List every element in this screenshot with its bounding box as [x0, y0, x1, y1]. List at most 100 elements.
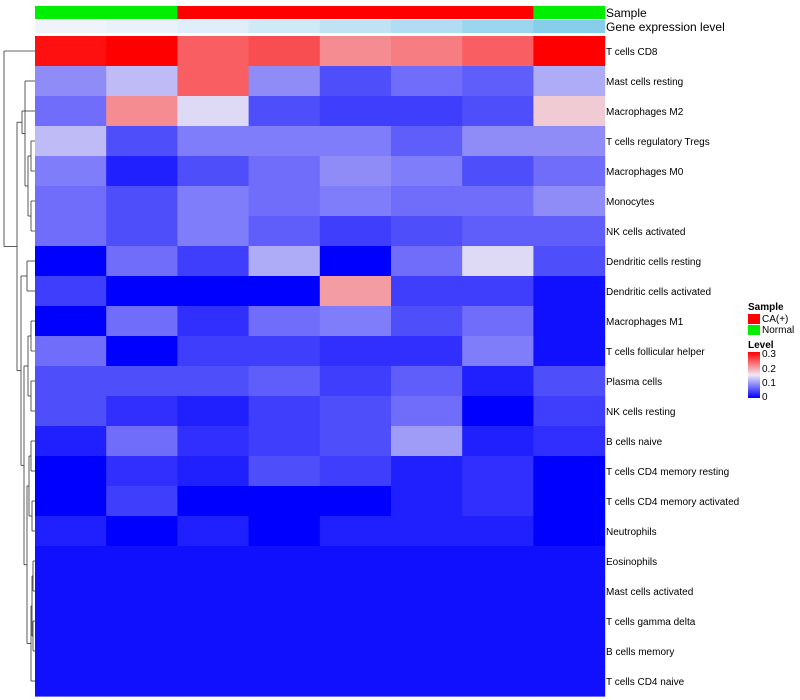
heatmap-cell: [35, 396, 107, 427]
heatmap-cell: [177, 456, 250, 487]
heatmap-cell: [319, 306, 392, 337]
heatmap-cell: [533, 456, 606, 487]
heatmap-cell: [533, 666, 606, 697]
heatmap-cell: [248, 36, 321, 67]
row-labels: T cells CD8 Mast cells resting Macrophages…: [606, 47, 739, 688]
heatmap-cell: [248, 66, 321, 97]
heatmap-cell: [177, 546, 250, 577]
heatmap-cell: [106, 366, 178, 397]
heatmap-cells: [35, 36, 606, 697]
heatmap-cell: [106, 156, 178, 187]
heatmap-cell: [35, 306, 107, 337]
heatmap-cell: [106, 606, 178, 637]
heatmap-cell: [177, 636, 250, 667]
heatmap-cell: [319, 396, 392, 427]
heatmap-cell: [35, 186, 107, 217]
heatmap-cell: [106, 186, 178, 217]
heatmap-cell: [319, 546, 392, 577]
heatmap-cell: [462, 336, 534, 367]
heatmap-cell: [35, 606, 107, 637]
row-label: Macrophages M1: [606, 317, 684, 328]
heatmap-cell: [177, 156, 250, 187]
gene-expression-annotation-cell: [35, 20, 107, 33]
heatmap-cell: [319, 126, 392, 157]
heatmap-cell: [248, 666, 321, 697]
heatmap-cell: [177, 606, 250, 637]
heatmap-cell: [462, 216, 534, 247]
heatmap-cell: [462, 606, 534, 637]
heatmap-cell: [106, 516, 178, 547]
row-label: B cells naive: [606, 437, 663, 448]
gene-expression-annotation-label: Gene expression level: [606, 20, 725, 34]
heatmap-cell: [177, 486, 250, 517]
heatmap-cell: [177, 36, 250, 67]
heatmap-cell: [319, 666, 392, 697]
heatmap-cell: [35, 426, 107, 457]
heatmap-cell: [391, 36, 463, 67]
heatmap-cell: [533, 216, 606, 247]
heatmap-cell: [177, 96, 250, 127]
heatmap-cell: [391, 426, 463, 457]
heatmap-cell: [248, 516, 321, 547]
heatmap-cell: [106, 396, 178, 427]
heatmap-cell: [248, 546, 321, 577]
heatmap-cell: [391, 456, 463, 487]
sample-annotation-cell: [391, 6, 463, 19]
heatmap-cell: [533, 336, 606, 367]
heatmap-cell: [106, 336, 178, 367]
heatmap-cell: [106, 36, 178, 67]
heatmap-cell: [177, 516, 250, 547]
heatmap-cell: [391, 666, 463, 697]
heatmap-cell: [177, 666, 250, 697]
heatmap-cell: [248, 186, 321, 217]
heatmap-cell: [177, 306, 250, 337]
heatmap-cell: [462, 96, 534, 127]
heatmap-cell: [391, 126, 463, 157]
heatmap-cell: [177, 366, 250, 397]
heatmap-cell: [319, 36, 392, 67]
heatmap-cell: [533, 636, 606, 667]
heatmap-cell: [248, 216, 321, 247]
heatmap-cell: [462, 546, 534, 577]
row-label: Macrophages M2: [606, 107, 684, 118]
heatmap-cell: [391, 576, 463, 607]
heatmap-cell: [106, 276, 178, 307]
heatmap-cell: [533, 96, 606, 127]
heatmap-cell: [35, 636, 107, 667]
heatmap-cell: [462, 186, 534, 217]
sample-annotation-cell: [35, 6, 107, 19]
heatmap-cell: [319, 576, 392, 607]
heatmap-cell: [391, 336, 463, 367]
heatmap-cell: [462, 156, 534, 187]
heatmap-cell: [462, 426, 534, 457]
gene-expression-annotation-cell: [106, 20, 178, 33]
heatmap-cell: [35, 246, 107, 277]
heatmap-cell: [35, 546, 107, 577]
heatmap-cell: [319, 156, 392, 187]
heatmap-cell: [319, 516, 392, 547]
heatmap-cell: [106, 636, 178, 667]
heatmap-cell: [462, 456, 534, 487]
heatmap-cell: [391, 306, 463, 337]
gene-expression-annotation-cell: [177, 20, 250, 33]
heatmap-cell: [248, 456, 321, 487]
heatmap-cell: [319, 366, 392, 397]
heatmap-cell: [319, 606, 392, 637]
sample-annotation-cell: [462, 6, 534, 19]
heatmap-cell: [248, 396, 321, 427]
heatmap-cell: [248, 606, 321, 637]
gene-expression-annotation-cell: [391, 20, 463, 33]
heatmap-cell: [35, 336, 107, 367]
heatmap-cell: [177, 186, 250, 217]
heatmap-cell: [462, 276, 534, 307]
row-label: T cells follicular helper: [606, 347, 705, 358]
heatmap-cell: [248, 156, 321, 187]
heatmap-cell: [462, 366, 534, 397]
heatmap-cell: [106, 456, 178, 487]
gene-expression-annotation-cell: [533, 20, 606, 33]
heatmap-cell: [391, 606, 463, 637]
heatmap-cell: [391, 96, 463, 127]
heatmap-cell: [391, 276, 463, 307]
heatmap-cell: [319, 426, 392, 457]
